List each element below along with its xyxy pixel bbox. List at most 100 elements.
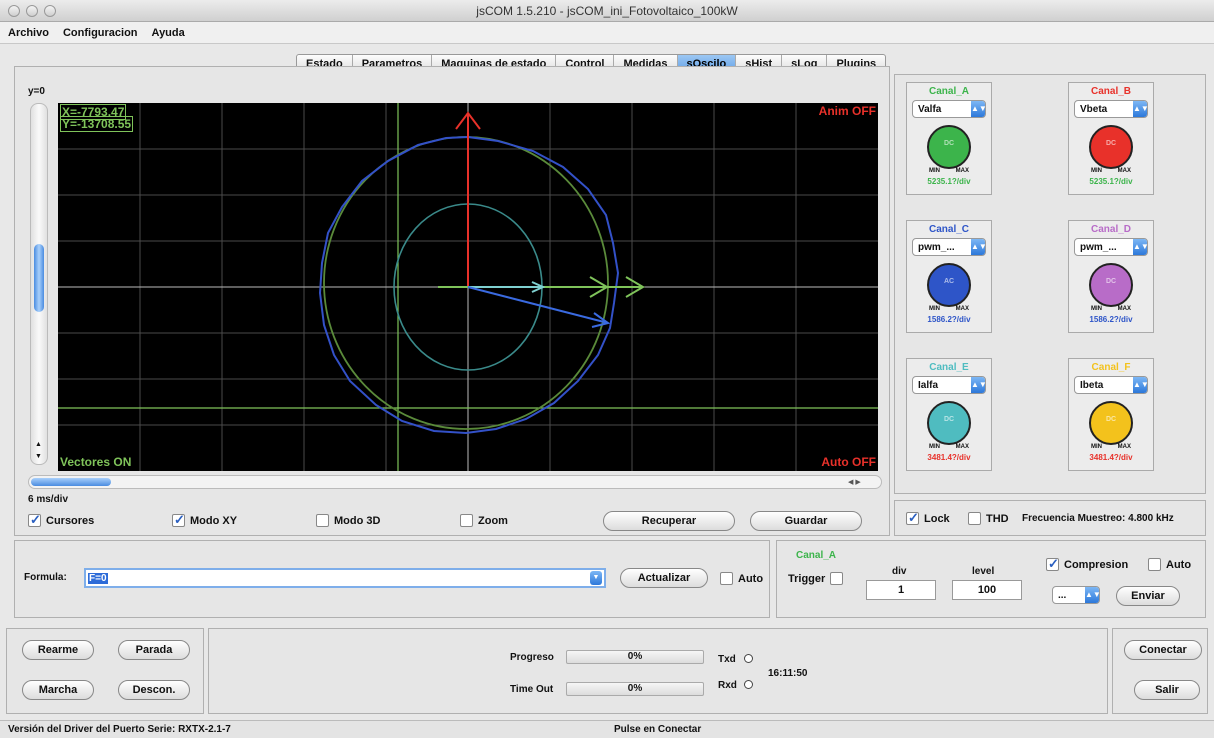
window-title: jsCOM 1.5.210 - jsCOM_ini_Fotovoltaico_1… bbox=[476, 4, 738, 18]
parada-button[interactable]: Parada bbox=[118, 640, 190, 660]
channel-c-signal-select[interactable]: pwm_... ▲▼ bbox=[912, 238, 987, 256]
scroll-up-arrow[interactable]: ▲ bbox=[35, 441, 42, 448]
channel-e-scale: 3481.4?/div bbox=[927, 453, 971, 462]
rearme-button[interactable]: Rearme bbox=[22, 640, 94, 660]
salir-button[interactable]: Salir bbox=[1134, 680, 1200, 700]
close-window-button[interactable] bbox=[8, 5, 20, 17]
minimize-window-button[interactable] bbox=[26, 5, 38, 17]
channel-b-scale: 5235.1?/div bbox=[1089, 177, 1133, 186]
scroll-down-arrow[interactable]: ▼ bbox=[35, 453, 42, 460]
thd-checkbox[interactable]: THD bbox=[968, 512, 1009, 525]
modo-3d-checkbox[interactable]: Modo 3D bbox=[316, 514, 380, 527]
level-input[interactable]: 100 bbox=[952, 580, 1022, 600]
cursor-y-readout: Y=-13708.55 bbox=[60, 116, 134, 132]
channel-d-card: Canal_D pwm_... ▲▼ DC MIN MAX 1586.2?/div bbox=[1068, 220, 1154, 333]
channel-c-knob[interactable]: AC bbox=[927, 263, 971, 307]
channel-e-title: Canal_E bbox=[929, 362, 969, 373]
horizontal-time-slider[interactable] bbox=[28, 475, 882, 489]
oscilloscope-screen[interactable]: X=-7793.47 Y=-13708.55 Anim OFF Vectores… bbox=[58, 103, 878, 471]
select-arrows-icon: ▲▼ bbox=[971, 101, 987, 117]
vertical-slider-thumb[interactable] bbox=[34, 244, 44, 312]
voltage-trace-blue bbox=[318, 135, 620, 435]
formula-input[interactable]: F=0 ▼ bbox=[84, 568, 606, 588]
formula-auto-checkbox[interactable]: Auto bbox=[720, 572, 763, 585]
select-arrows-icon: ▲▼ bbox=[1085, 587, 1101, 603]
channel-e-signal-select[interactable]: Ialfa ▲▼ bbox=[912, 376, 987, 394]
menu-configuracion[interactable]: Configuracion bbox=[62, 27, 138, 39]
menu-archivo[interactable]: Archivo bbox=[8, 27, 49, 39]
oscilloscope-plot bbox=[58, 103, 878, 471]
channel-d-title: Canal_D bbox=[1090, 224, 1131, 235]
formula-dropdown-arrow[interactable]: ▼ bbox=[590, 571, 602, 585]
select-arrows-icon: ▲▼ bbox=[1133, 239, 1149, 255]
channel-c-card: Canal_C pwm_... ▲▼ AC MIN MAX 1586.2?/div bbox=[906, 220, 992, 333]
title-bar: jsCOM 1.5.210 - jsCOM_ini_Fotovoltaico_1… bbox=[0, 0, 1214, 22]
channel-b-knob[interactable]: DC bbox=[1089, 125, 1133, 169]
timeout-bar: 0% bbox=[566, 682, 704, 696]
channel-c-scale: 1586.2?/div bbox=[927, 315, 971, 324]
cursores-checkbox[interactable]: Cursores bbox=[28, 512, 94, 528]
progreso-label: Progreso bbox=[510, 652, 554, 663]
channel-b-title: Canal_B bbox=[1090, 86, 1131, 97]
guardar-button[interactable]: Guardar bbox=[750, 511, 862, 531]
actualizar-button[interactable]: Actualizar bbox=[620, 568, 708, 588]
channel-e-card: Canal_E Ialfa ▲▼ DC MIN MAX 3481.4?/div bbox=[906, 358, 992, 471]
channel-b-card: Canal_B Vbeta ▲▼ DC MIN MAX 5235.1?/div bbox=[1068, 82, 1154, 195]
status-bar: Versión del Driver del Puerto Serie: RXT… bbox=[0, 720, 1214, 738]
channel-a-signal-select[interactable]: Valfa ▲▼ bbox=[912, 100, 987, 118]
trigger-channel-label: Canal_A bbox=[796, 550, 837, 561]
channel-d-signal-select[interactable]: pwm_... ▲▼ bbox=[1074, 238, 1149, 256]
channel-f-title: Canal_F bbox=[1091, 362, 1131, 373]
window-controls bbox=[8, 5, 56, 17]
auto-status[interactable]: Auto OFF bbox=[821, 455, 876, 469]
div-label: div bbox=[892, 566, 907, 577]
channel-f-scale: 3481.4?/div bbox=[1089, 453, 1133, 462]
zoom-checkbox[interactable]: Zoom bbox=[460, 514, 508, 527]
time-per-div-label: 6 ms/div bbox=[28, 494, 69, 505]
div-input[interactable]: 1 bbox=[866, 580, 936, 600]
menu-ayuda[interactable]: Ayuda bbox=[151, 27, 185, 39]
enviar-button[interactable]: Enviar bbox=[1116, 586, 1180, 606]
conectar-button[interactable]: Conectar bbox=[1124, 640, 1202, 660]
trigger-auto-checkbox[interactable]: Auto bbox=[1148, 558, 1191, 571]
compresion-select[interactable]: ... ▲▼ bbox=[1052, 586, 1101, 604]
zoom-window-button[interactable] bbox=[44, 5, 56, 17]
rxd-label: Rxd bbox=[718, 680, 737, 691]
y-offset-label: y=0 bbox=[28, 86, 45, 97]
channel-d-knob[interactable]: DC bbox=[1089, 263, 1133, 307]
descon-button[interactable]: Descon. bbox=[118, 680, 190, 700]
level-label: level bbox=[972, 566, 995, 577]
anim-status[interactable]: Anim OFF bbox=[818, 104, 876, 118]
sampling-frequency: Frecuencia Muestreo: 4.800 kHz bbox=[1022, 513, 1174, 524]
trigger-checkbox[interactable]: Trigger bbox=[788, 572, 844, 585]
txd-label: Txd bbox=[718, 654, 736, 665]
modo-xy-checkbox[interactable]: Modo XY bbox=[172, 512, 237, 528]
progreso-bar: 0% bbox=[566, 650, 704, 664]
time-scroll-arrows[interactable]: ◀ ▶ bbox=[848, 479, 861, 486]
channel-a-card: Canal_A Valfa ▲▼ DC MIN MAX 5235.1?/div bbox=[906, 82, 992, 195]
horizontal-slider-thumb[interactable] bbox=[31, 478, 111, 486]
channel-e-knob[interactable]: DC bbox=[927, 401, 971, 445]
vertical-offset-slider[interactable] bbox=[30, 103, 48, 465]
formula-label: Formula: bbox=[24, 572, 67, 583]
select-arrows-icon: ▲▼ bbox=[971, 239, 987, 255]
compresion-checkbox[interactable]: Compresion bbox=[1046, 556, 1128, 572]
channel-b-signal-select[interactable]: Vbeta ▲▼ bbox=[1074, 100, 1149, 118]
channel-f-knob[interactable]: DC bbox=[1089, 401, 1133, 445]
vectores-status[interactable]: Vectores ON bbox=[60, 455, 132, 469]
rxd-indicator bbox=[744, 680, 753, 689]
status-message: Pulse en Conectar bbox=[614, 724, 702, 735]
lock-checkbox[interactable]: Lock bbox=[906, 510, 950, 526]
marcha-button[interactable]: Marcha bbox=[22, 680, 94, 700]
clock-time: 16:11:50 bbox=[768, 668, 808, 679]
txd-indicator bbox=[744, 654, 753, 663]
timeout-label: Time Out bbox=[510, 684, 554, 695]
vector-c bbox=[467, 286, 609, 324]
select-arrows-icon: ▲▼ bbox=[1133, 377, 1149, 393]
channel-f-signal-select[interactable]: Ibeta ▲▼ bbox=[1074, 376, 1149, 394]
select-arrows-icon: ▲▼ bbox=[1133, 101, 1149, 117]
sampling-panel bbox=[894, 500, 1206, 536]
channel-a-title: Canal_A bbox=[928, 86, 969, 97]
recuperar-button[interactable]: Recuperar bbox=[603, 511, 735, 531]
channel-a-knob[interactable]: DC bbox=[927, 125, 971, 169]
